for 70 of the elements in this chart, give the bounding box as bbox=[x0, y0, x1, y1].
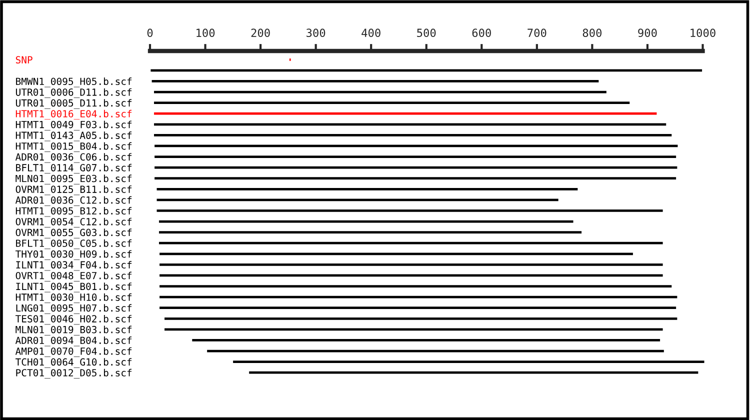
y-tick-label: BFLT1_0050_C05.b.scf bbox=[16, 239, 132, 250]
y-tick-label: OVRT1_0048_E07.b.scf bbox=[16, 272, 132, 282]
bar bbox=[158, 284, 674, 289]
y-tick-label: MLN01_0019_B03.b.scf bbox=[16, 326, 132, 336]
y-tick-label: HTMT1_0095_B12.b.scf bbox=[16, 207, 132, 217]
bar bbox=[158, 218, 575, 224]
y-tick-label: OVRM1_0054_C12.b.scf bbox=[16, 218, 132, 228]
x-tick-label: 1000 bbox=[690, 28, 716, 38]
bar bbox=[153, 143, 680, 149]
y-tick-label: ADR01_0094_B04.b.scf bbox=[15, 336, 132, 346]
bar bbox=[152, 100, 632, 106]
x-tick-label: 800 bbox=[582, 28, 602, 38]
y-tick-label: HTMT1_0143_A05.b.scf bbox=[16, 131, 132, 142]
x-tick-label: 200 bbox=[251, 28, 270, 38]
bar bbox=[155, 197, 560, 203]
y-tick-label: ADR01_0036_C06.b.scf bbox=[15, 153, 132, 163]
bar bbox=[288, 57, 292, 62]
y-tick-label: AMP01_0070_F04.b.scf bbox=[15, 347, 132, 358]
bar bbox=[152, 89, 608, 95]
y-tick-label: OVRM1_0125_B11.b.scf bbox=[16, 185, 132, 196]
y-tick-label: TCH01_0064_G10.b.scf bbox=[16, 358, 132, 368]
bar bbox=[153, 176, 678, 181]
bar bbox=[163, 316, 679, 322]
y-tick-label: UTR01_0005_D11.b.scf bbox=[16, 99, 132, 109]
y-tick-label: ILNT1_0034_F04.b.scf bbox=[16, 260, 132, 271]
y-tick-label: BFLT1_0114_G07.b.scf bbox=[16, 164, 132, 174]
bar bbox=[158, 294, 679, 300]
bar bbox=[155, 186, 580, 192]
bar bbox=[248, 370, 700, 376]
x-tick-label: 600 bbox=[472, 28, 491, 38]
x-tick-label: 700 bbox=[528, 28, 546, 38]
bar bbox=[155, 208, 664, 214]
y-tick-label: HTMT1_0030_H10.b.scf bbox=[16, 293, 132, 304]
x-tick-label: 100 bbox=[196, 28, 215, 38]
y-tick-label: UTR01_0006_D11.b.scf bbox=[16, 88, 132, 98]
y-tick-label: ADR01_0036_C12.b.scf bbox=[15, 196, 132, 206]
bar bbox=[158, 272, 664, 278]
x-tick-label: 900 bbox=[638, 28, 657, 38]
y-tick-label: HTMT1_0049_F03.b.scf bbox=[16, 120, 132, 130]
y-tick-label: ILNT1_0045_B01.b.scf bbox=[16, 282, 132, 292]
bar bbox=[163, 326, 664, 332]
x-tick-label: 500 bbox=[417, 28, 436, 38]
bar bbox=[232, 359, 706, 364]
bar bbox=[153, 154, 678, 160]
y-tick-label: HTMT1_0015_B04.b.scf bbox=[16, 142, 132, 152]
y-tick-label: BMWN1_0095_H05.b.scf bbox=[16, 78, 132, 88]
bar bbox=[158, 305, 678, 310]
y-tick-label: OVRM1_0055_G03.b.scf bbox=[16, 228, 132, 238]
y-tick-label: HTMT1_0016_E04.b.scf bbox=[16, 110, 132, 120]
y-tick-label: MLN01_0095_E03.b.scf bbox=[16, 174, 132, 184]
bar bbox=[152, 111, 658, 116]
y-tick-label: PCT01_0012_D05.b.scf bbox=[16, 368, 132, 379]
x-tick-label: 0 bbox=[147, 28, 153, 38]
bar bbox=[190, 338, 662, 343]
bar bbox=[152, 122, 668, 127]
bar bbox=[158, 262, 664, 268]
bar bbox=[152, 132, 674, 138]
bar bbox=[150, 68, 704, 74]
bar bbox=[153, 164, 679, 170]
y-tick-label: LNG01_0095_H07.b.scf bbox=[16, 304, 132, 314]
bar bbox=[150, 78, 600, 84]
bar bbox=[158, 230, 583, 235]
bar bbox=[158, 251, 634, 256]
y-tick-label: TES01_0046_H02.b.scf bbox=[16, 314, 132, 325]
bar bbox=[206, 348, 666, 354]
x-tick-label: 300 bbox=[306, 28, 326, 38]
bar bbox=[158, 240, 664, 246]
y-tick-label: THY01_0030_H09.b.scf bbox=[16, 250, 132, 260]
y-tick-label: SNP bbox=[16, 56, 32, 64]
x-tick-label: 400 bbox=[362, 28, 380, 38]
